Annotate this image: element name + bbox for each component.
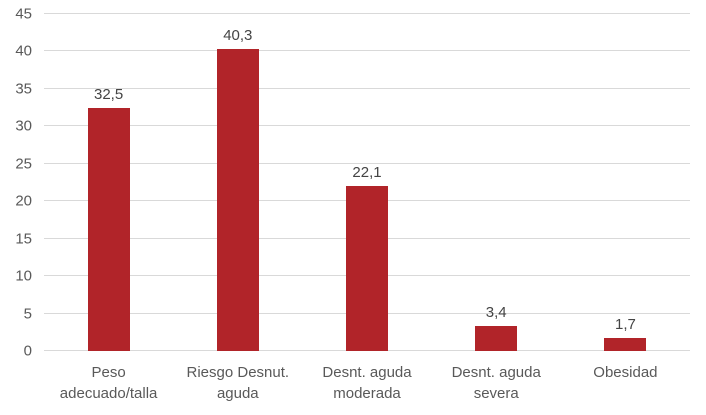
x-tick-label-line: Desnt. aguda [322, 364, 412, 381]
x-tick-label-line: Obesidad [593, 364, 658, 381]
bar-series: 32,5 40,3 22,1 3,4 1,7 [44, 14, 690, 351]
bar-slot: 1,7 [561, 14, 690, 351]
y-tick-label: 0 [23, 342, 32, 360]
x-tick-label-line: Desnt. aguda [451, 364, 541, 381]
x-tick-label: Peso adecuado/talla [44, 362, 173, 404]
y-tick-label: 20 [15, 192, 32, 210]
gridline [44, 87, 690, 89]
data-label: 40,3 [223, 27, 253, 45]
y-tick-label: 45 [15, 5, 32, 23]
bar-slot: 40,3 [173, 14, 302, 351]
bar [475, 325, 518, 351]
data-label: 1,7 [614, 316, 636, 334]
x-tick-label-line: aguda [216, 385, 259, 402]
x-tick-label-line: adecuado/talla [59, 385, 158, 402]
bar-slot: 32,5 [44, 14, 173, 351]
y-tick-label: 5 [23, 305, 32, 323]
x-tick-label: Riesgo Desnut. aguda [173, 362, 302, 404]
y-tick-label: 40 [15, 42, 32, 60]
plot-area: 32,5 40,3 22,1 3,4 1,7 [44, 13, 690, 351]
data-label: 22,1 [352, 163, 382, 181]
data-label: 32,5 [93, 85, 124, 103]
x-axis: Peso adecuado/talla Riesgo Desnut. aguda Des… [44, 362, 690, 404]
x-tick-label-line: severa [473, 385, 519, 402]
x-tick-label: Obesidad [561, 362, 690, 404]
data-label: 3,4 [485, 303, 507, 321]
bar [216, 49, 259, 351]
gridline [44, 50, 690, 52]
bar [87, 107, 130, 351]
y-tick-label: 10 [15, 267, 32, 285]
bar [604, 338, 647, 351]
y-tick-label: 35 [15, 80, 32, 98]
gridline [44, 162, 690, 164]
x-tick-label-line: moderada [333, 385, 401, 402]
y-tick-label: 15 [15, 230, 32, 248]
y-tick-label: 25 [15, 155, 32, 173]
bar [346, 185, 388, 351]
y-axis: 0 5 10 15 20 25 30 35 40 45 [0, 7, 32, 359]
x-tick-label: Desnt. aguda moderada [302, 362, 431, 404]
x-tick-label: Desnt. aguda severa [432, 362, 561, 404]
gridline [44, 125, 690, 127]
bar-slot: 3,4 [432, 14, 561, 351]
x-tick-label-line: Riesgo Desnut. [186, 364, 290, 381]
y-tick-label: 30 [15, 117, 32, 135]
bar-slot: 22,1 [302, 14, 431, 351]
x-tick-label-line: Peso [91, 364, 126, 381]
gridline [44, 13, 690, 14]
